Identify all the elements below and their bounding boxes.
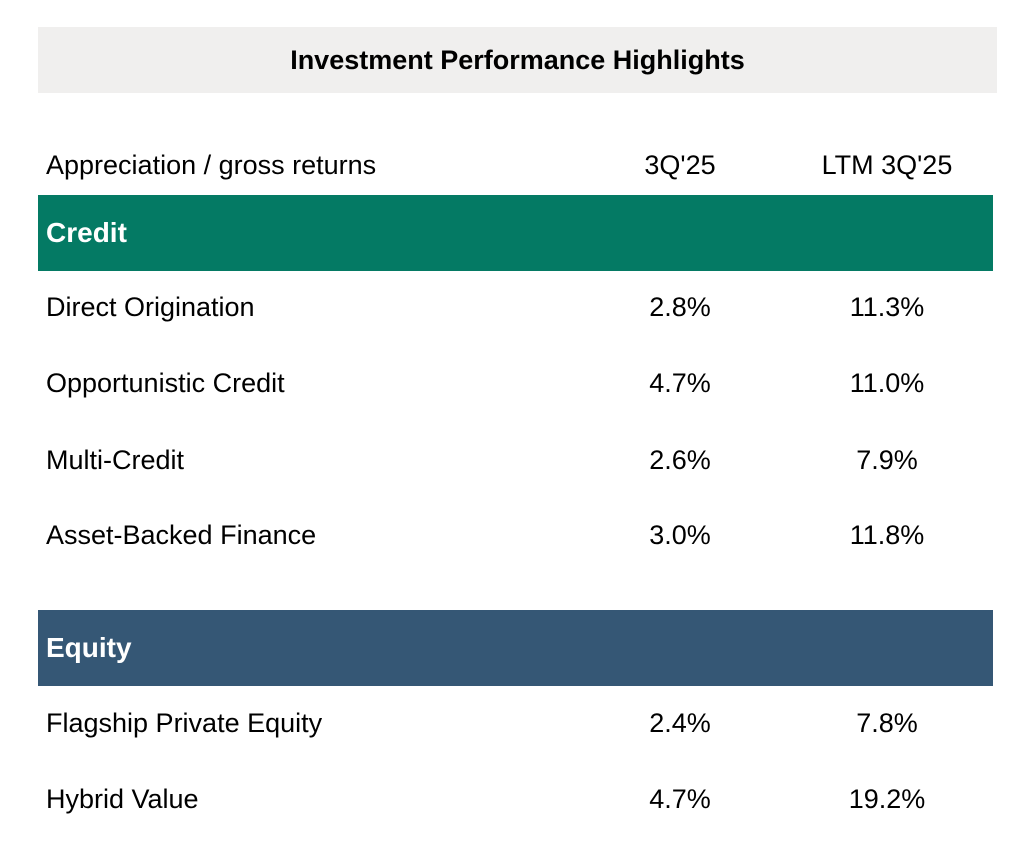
table-row: Direct Origination 2.8% 11.3% bbox=[38, 287, 993, 327]
column-header-ltm-3q25: LTM 3Q'25 bbox=[821, 149, 953, 180]
row-value-ltm: 7.9% bbox=[856, 444, 918, 475]
row-value-3q25: 2.4% bbox=[649, 707, 711, 738]
column-header-label: Appreciation / gross returns bbox=[46, 149, 377, 180]
row-value-3q25: 2.6% bbox=[649, 444, 711, 475]
column-header-row: Appreciation / gross returns 3Q'25 LTM 3… bbox=[38, 145, 993, 185]
row-label: Opportunistic Credit bbox=[46, 367, 285, 398]
title-bar: Investment Performance Highlights bbox=[38, 27, 997, 93]
section-header-credit: Credit bbox=[38, 195, 993, 271]
row-label: Asset-Backed Finance bbox=[46, 519, 317, 550]
row-label: Direct Origination bbox=[46, 291, 255, 322]
row-value-ltm: 11.3% bbox=[849, 291, 925, 322]
table-row: Hybrid Value 4.7% 19.2% bbox=[38, 779, 993, 819]
table-row: Opportunistic Credit 4.7% 11.0% bbox=[38, 363, 993, 403]
page-title: Investment Performance Highlights bbox=[290, 44, 745, 75]
row-value-ltm: 11.8% bbox=[849, 519, 925, 550]
section-label-equity: Equity bbox=[46, 632, 132, 663]
row-label: Hybrid Value bbox=[46, 783, 199, 814]
row-value-ltm: 11.0% bbox=[849, 367, 925, 398]
row-value-3q25: 3.0% bbox=[649, 519, 711, 550]
row-label: Flagship Private Equity bbox=[46, 707, 323, 738]
row-value-ltm: 7.8% bbox=[856, 707, 918, 738]
row-label: Multi-Credit bbox=[46, 444, 185, 475]
row-value-3q25: 4.7% bbox=[649, 367, 711, 398]
table-row: Multi-Credit 2.6% 7.9% bbox=[38, 440, 993, 480]
row-value-3q25: 4.7% bbox=[649, 783, 711, 814]
table-row: Asset-Backed Finance 3.0% 11.8% bbox=[38, 515, 993, 555]
section-header-equity: Equity bbox=[38, 610, 993, 686]
row-value-ltm: 19.2% bbox=[848, 783, 926, 814]
column-header-3q25: 3Q'25 bbox=[644, 149, 716, 180]
section-label-credit: Credit bbox=[46, 217, 127, 248]
table-row: Flagship Private Equity 2.4% 7.8% bbox=[38, 703, 993, 743]
row-value-3q25: 2.8% bbox=[649, 291, 711, 322]
